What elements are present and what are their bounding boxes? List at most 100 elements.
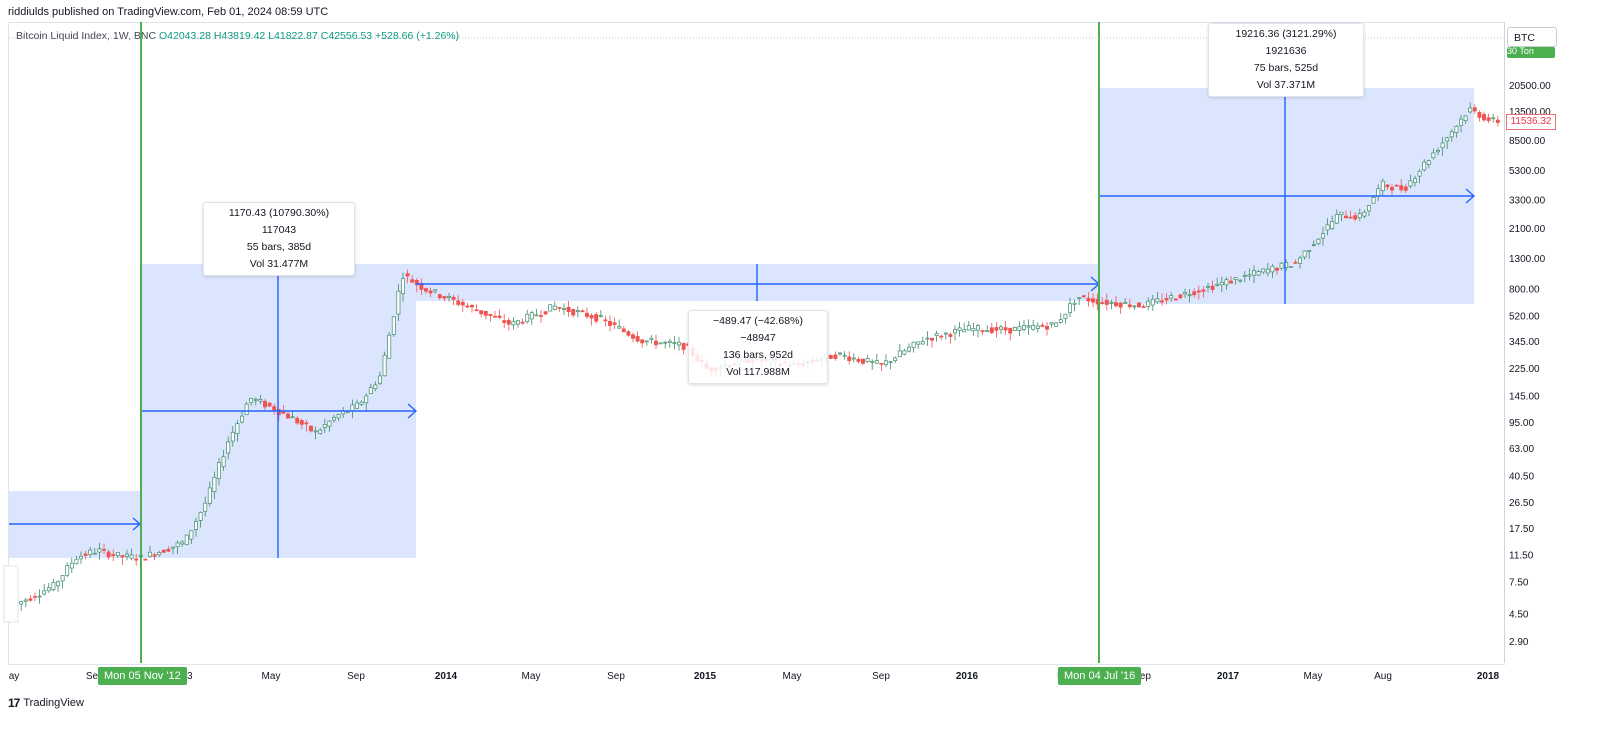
candle-body	[92, 552, 97, 555]
y-tick-label: 11.50	[1509, 551, 1534, 562]
candle-body	[1072, 302, 1077, 305]
candle-body	[221, 456, 226, 467]
candle-body	[1137, 302, 1141, 308]
candle-body	[539, 315, 543, 317]
candle-body	[235, 423, 240, 434]
candle-body	[56, 581, 60, 587]
candle-body	[1371, 197, 1376, 204]
candle-body	[69, 562, 74, 569]
candle-body	[663, 341, 668, 344]
candle-body	[1491, 117, 1496, 120]
candle-body	[479, 310, 484, 315]
currency-button[interactable]: BTC	[1507, 27, 1557, 47]
candle-body	[1445, 137, 1450, 142]
candle-body	[488, 313, 493, 316]
candle-body	[1376, 188, 1381, 197]
candle-body	[966, 325, 971, 331]
candle-body	[654, 340, 658, 346]
candle-body	[525, 313, 530, 323]
candle-body	[88, 549, 93, 555]
candle-body	[207, 487, 212, 504]
candle-body	[667, 340, 672, 343]
candle-body	[115, 552, 120, 556]
candle-body	[401, 278, 405, 295]
candle-body	[272, 406, 277, 412]
candle-body	[1192, 291, 1197, 296]
candle-body	[557, 307, 562, 309]
candle-body	[474, 309, 479, 312]
date-flag-left: Mon 05 Nov '12	[98, 667, 187, 685]
candle-body	[1426, 160, 1431, 165]
candle-body	[1127, 304, 1132, 308]
candle-body	[943, 332, 948, 335]
candle-body	[594, 314, 599, 322]
candle-body	[971, 328, 976, 332]
candle-body	[322, 424, 327, 428]
scale-badge: 30 Ton	[1507, 47, 1555, 58]
candle-body	[962, 329, 967, 333]
candle-body	[263, 400, 267, 408]
candle-body	[465, 305, 470, 308]
candle-body	[267, 402, 272, 407]
chart-pane[interactable]	[8, 22, 1505, 665]
y-tick-label: 5300.00	[1509, 166, 1546, 177]
candle-body	[1100, 302, 1105, 304]
candle-body	[355, 402, 359, 409]
candle-body	[534, 314, 539, 317]
candle-body	[447, 296, 451, 298]
candle-body	[1454, 125, 1459, 133]
symbol-label[interactable]: Bitcoin Liquid Index, 1W, BNC	[16, 30, 157, 42]
candle-body	[1150, 298, 1155, 306]
candle-body	[83, 553, 88, 556]
candle-body	[566, 306, 571, 312]
candle-body	[930, 337, 934, 341]
candle-body	[1012, 327, 1017, 331]
measure-3-bars: 75 bars, 525d	[1253, 62, 1319, 74]
candle-body	[1472, 107, 1477, 112]
x-tick-label: 2016	[956, 671, 979, 682]
candle-body	[1344, 215, 1348, 219]
x-tick-label: May	[262, 671, 281, 682]
candle-body	[999, 326, 1003, 330]
candle-body	[203, 502, 208, 512]
y-tick-label: 13500.00	[1509, 107, 1551, 118]
candle-body	[51, 581, 56, 590]
candle-body	[585, 312, 589, 317]
candle-body	[828, 355, 833, 359]
candle-body	[166, 548, 171, 552]
candle-body	[19, 601, 24, 605]
measure-1-change: 1170.43 (10790.30%) 117043	[228, 207, 330, 236]
candle-body	[189, 530, 194, 540]
candle-body	[1008, 327, 1013, 334]
candle-body	[1353, 215, 1358, 220]
candle-body	[833, 354, 838, 359]
candle-body	[1049, 322, 1054, 325]
candle-body	[46, 587, 51, 592]
candle-body	[621, 328, 626, 332]
candle-body	[644, 340, 649, 343]
candle-body	[879, 363, 884, 365]
candle-body	[1164, 298, 1169, 301]
candle-body	[658, 342, 663, 345]
candle-body	[626, 331, 631, 336]
candle-body	[253, 398, 258, 401]
candle-body	[1169, 295, 1174, 299]
candle-body	[1247, 274, 1252, 277]
y-tick-label: 145.00	[1509, 392, 1540, 403]
candle-body	[1311, 244, 1316, 246]
candle-body	[60, 575, 65, 582]
price-scale[interactable]	[1504, 22, 1561, 663]
candle-body	[240, 415, 244, 423]
candle-body	[861, 358, 865, 364]
candle-body	[1321, 233, 1325, 239]
candle-body	[1477, 112, 1482, 118]
y-tick-label: 1300.00	[1509, 254, 1546, 265]
candle-body	[148, 551, 152, 557]
measure-tooltip-1: 1170.43 (10790.30%) 117043 55 bars, 385d…	[203, 202, 355, 276]
open-value: O42043.28	[159, 30, 211, 42]
candle-body	[1146, 300, 1151, 307]
candle-body	[134, 558, 139, 561]
candle-body	[249, 397, 254, 403]
candle-body	[635, 336, 640, 342]
candle-body	[1196, 290, 1201, 293]
